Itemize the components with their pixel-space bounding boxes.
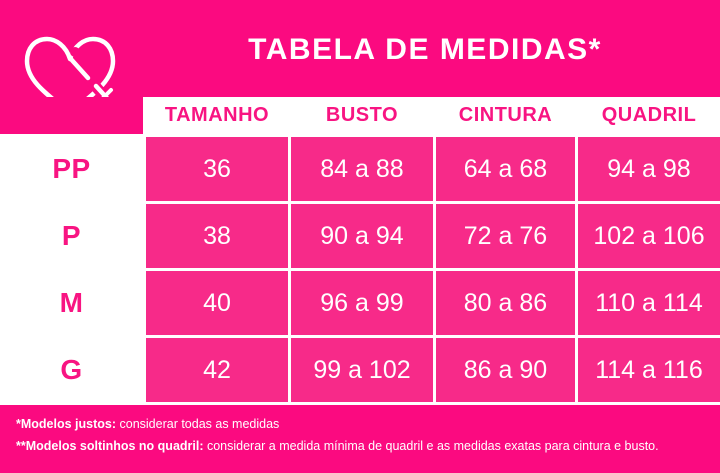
cell-pp-cintura: 64 a 68 [436, 137, 575, 201]
cell-p-cintura: 72 a 76 [436, 204, 575, 268]
cell-g-busto: 99 a 102 [291, 338, 433, 402]
footnote-text: considerar todas as medidas [116, 417, 280, 431]
column-header-quadril: QUADRIL [578, 97, 720, 134]
cell-g-cintura: 86 a 90 [436, 338, 575, 402]
column-header-tamanho: TAMANHO [146, 97, 288, 134]
cell-m-quadril: 110 a 114 [578, 271, 720, 335]
cell-g-quadril: 114 a 116 [578, 338, 720, 402]
page-title: TABELA DE MEDIDAS* [248, 33, 602, 66]
row-label-m: M [0, 271, 143, 335]
cell-pp-busto: 84 a 88 [291, 137, 433, 201]
footnote-bold-label: **Modelos soltinhos no quadril: [16, 439, 204, 453]
footnote-modelos-soltinhos: **Modelos soltinhos no quadril: consider… [16, 435, 716, 457]
cell-p-quadril: 102 a 106 [578, 204, 720, 268]
cell-p-tamanho: 38 [146, 204, 288, 268]
row-label-g: G [0, 338, 143, 402]
cell-pp-tamanho: 36 [146, 137, 288, 201]
footnote-bold-label: *Modelos justos: [16, 417, 117, 431]
cell-m-cintura: 80 a 86 [436, 271, 575, 335]
row-label-p: P [0, 204, 143, 268]
column-header-busto: BUSTO [291, 97, 433, 134]
footnotes: *Modelos justos: considerar todas as med… [16, 413, 716, 457]
row-label-pp: PP [0, 137, 143, 201]
cell-m-busto: 96 a 99 [291, 271, 433, 335]
footnote-modelos-justos: *Modelos justos: considerar todas as med… [16, 413, 716, 435]
size-table: TAMANHO BUSTO CINTURA QUADRIL PP 36 84 a… [0, 97, 720, 405]
cell-m-tamanho: 40 [146, 271, 288, 335]
cell-p-busto: 90 a 94 [291, 204, 433, 268]
footnote-text: considerar a medida mínima de quadril e … [203, 439, 659, 453]
table-corner-spacer [0, 97, 143, 134]
cell-g-tamanho: 42 [146, 338, 288, 402]
cell-pp-quadril: 94 a 98 [578, 137, 720, 201]
column-header-cintura: CINTURA [436, 97, 575, 134]
